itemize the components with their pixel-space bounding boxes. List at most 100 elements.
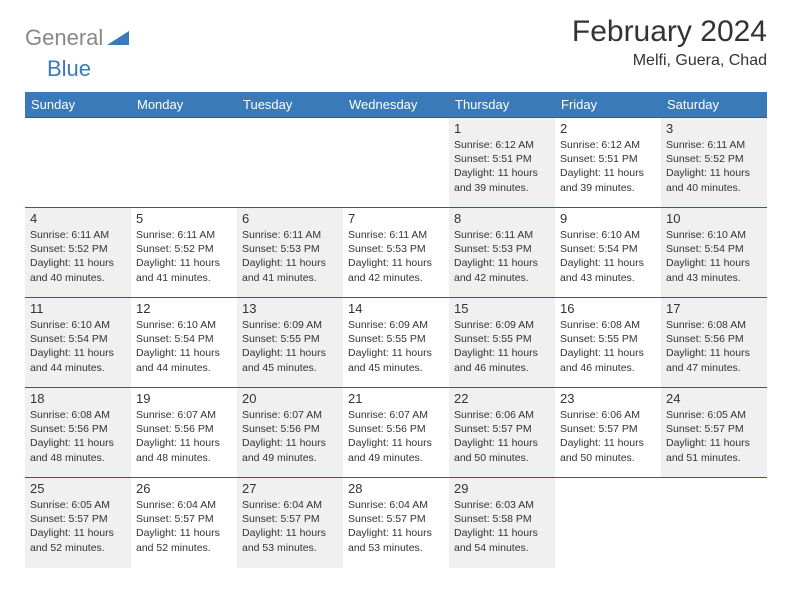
calendar-cell: 22 Sunrise: 6:06 AMSunset: 5:57 PMDayligh… xyxy=(449,388,555,478)
day-details: Sunrise: 6:06 AMSunset: 5:57 PMDaylight:… xyxy=(454,408,550,465)
day-number: 8 xyxy=(454,211,550,226)
calendar-cell xyxy=(343,118,449,208)
day-header: Thursday xyxy=(449,92,555,118)
calendar-cell: 5 Sunrise: 6:11 AMSunset: 5:52 PMDaylight… xyxy=(131,208,237,298)
day-number: 12 xyxy=(136,301,232,316)
day-header: Tuesday xyxy=(237,92,343,118)
day-number: 27 xyxy=(242,481,338,496)
day-details: Sunrise: 6:11 AMSunset: 5:53 PMDaylight:… xyxy=(242,228,338,285)
calendar-week-row: 1 Sunrise: 6:12 AMSunset: 5:51 PMDaylight… xyxy=(25,118,767,208)
day-header-row: SundayMondayTuesdayWednesdayThursdayFrid… xyxy=(25,92,767,118)
day-details: Sunrise: 6:04 AMSunset: 5:57 PMDaylight:… xyxy=(348,498,444,555)
day-details: Sunrise: 6:09 AMSunset: 5:55 PMDaylight:… xyxy=(454,318,550,375)
title-block: February 2024 Melfi, Guera, Chad xyxy=(572,15,767,70)
logo: General xyxy=(25,15,131,51)
day-number: 26 xyxy=(136,481,232,496)
calendar-week-row: 25 Sunrise: 6:05 AMSunset: 5:57 PMDayligh… xyxy=(25,478,767,568)
calendar-cell: 26 Sunrise: 6:04 AMSunset: 5:57 PMDayligh… xyxy=(131,478,237,568)
calendar-cell: 6 Sunrise: 6:11 AMSunset: 5:53 PMDaylight… xyxy=(237,208,343,298)
day-details: Sunrise: 6:08 AMSunset: 5:56 PMDaylight:… xyxy=(30,408,126,465)
day-header: Monday xyxy=(131,92,237,118)
day-header: Wednesday xyxy=(343,92,449,118)
day-number: 19 xyxy=(136,391,232,406)
day-details: Sunrise: 6:10 AMSunset: 5:54 PMDaylight:… xyxy=(560,228,656,285)
calendar-cell: 8 Sunrise: 6:11 AMSunset: 5:53 PMDaylight… xyxy=(449,208,555,298)
day-number: 15 xyxy=(454,301,550,316)
day-details: Sunrise: 6:07 AMSunset: 5:56 PMDaylight:… xyxy=(348,408,444,465)
day-details: Sunrise: 6:10 AMSunset: 5:54 PMDaylight:… xyxy=(136,318,232,375)
day-number: 21 xyxy=(348,391,444,406)
calendar-cell: 18 Sunrise: 6:08 AMSunset: 5:56 PMDayligh… xyxy=(25,388,131,478)
calendar-cell: 23 Sunrise: 6:06 AMSunset: 5:57 PMDayligh… xyxy=(555,388,661,478)
day-number: 25 xyxy=(30,481,126,496)
day-header: Saturday xyxy=(661,92,767,118)
calendar-cell: 17Sunrise: 6:08 AMSunset: 5:56 PMDayligh… xyxy=(661,298,767,388)
day-number: 6 xyxy=(242,211,338,226)
day-details: Sunrise: 6:09 AMSunset: 5:55 PMDaylight:… xyxy=(348,318,444,375)
day-details: Sunrise: 6:10 AMSunset: 5:54 PMDaylight:… xyxy=(666,228,762,285)
day-details: Sunrise: 6:11 AMSunset: 5:53 PMDaylight:… xyxy=(348,228,444,285)
day-number: 14 xyxy=(348,301,444,316)
logo-text-blue: Blue xyxy=(47,56,91,81)
day-details: Sunrise: 6:06 AMSunset: 5:57 PMDaylight:… xyxy=(560,408,656,465)
day-details: Sunrise: 6:12 AMSunset: 5:51 PMDaylight:… xyxy=(560,138,656,195)
day-number: 1 xyxy=(454,121,550,136)
calendar-cell xyxy=(555,478,661,568)
day-number: 11 xyxy=(30,301,126,316)
day-details: Sunrise: 6:05 AMSunset: 5:57 PMDaylight:… xyxy=(666,408,762,465)
calendar-cell: 9 Sunrise: 6:10 AMSunset: 5:54 PMDaylight… xyxy=(555,208,661,298)
day-details: Sunrise: 6:07 AMSunset: 5:56 PMDaylight:… xyxy=(136,408,232,465)
calendar-cell: 15 Sunrise: 6:09 AMSunset: 5:55 PMDayligh… xyxy=(449,298,555,388)
calendar-cell: 28 Sunrise: 6:04 AMSunset: 5:57 PMDayligh… xyxy=(343,478,449,568)
day-details: Sunrise: 6:08 AMSunset: 5:55 PMDaylight:… xyxy=(560,318,656,375)
calendar-cell: 4Sunrise: 6:11 AMSunset: 5:52 PMDaylight… xyxy=(25,208,131,298)
calendar-cell: 27 Sunrise: 6:04 AMSunset: 5:57 PMDayligh… xyxy=(237,478,343,568)
day-details: Sunrise: 6:11 AMSunset: 5:52 PMDaylight:… xyxy=(136,228,232,285)
day-number: 2 xyxy=(560,121,656,136)
calendar-cell xyxy=(661,478,767,568)
day-details: Sunrise: 6:03 AMSunset: 5:58 PMDaylight:… xyxy=(454,498,550,555)
day-number: 28 xyxy=(348,481,444,496)
day-number: 5 xyxy=(136,211,232,226)
calendar-week-row: 18 Sunrise: 6:08 AMSunset: 5:56 PMDayligh… xyxy=(25,388,767,478)
day-number: 29 xyxy=(454,481,550,496)
day-number: 22 xyxy=(454,391,550,406)
calendar-cell xyxy=(25,118,131,208)
day-details: Sunrise: 6:08 AMSunset: 5:56 PMDaylight:… xyxy=(666,318,762,375)
day-number: 10 xyxy=(666,211,762,226)
calendar-cell: 16Sunrise: 6:08 AMSunset: 5:55 PMDayligh… xyxy=(555,298,661,388)
calendar-cell: 2 Sunrise: 6:12 AMSunset: 5:51 PMDaylight… xyxy=(555,118,661,208)
day-details: Sunrise: 6:09 AMSunset: 5:55 PMDaylight:… xyxy=(242,318,338,375)
month-title: February 2024 xyxy=(572,15,767,49)
calendar-cell: 20Sunrise: 6:07 AMSunset: 5:56 PMDayligh… xyxy=(237,388,343,478)
logo-triangle-icon xyxy=(107,27,129,50)
calendar-week-row: 4Sunrise: 6:11 AMSunset: 5:52 PMDaylight… xyxy=(25,208,767,298)
day-number: 9 xyxy=(560,211,656,226)
day-number: 3 xyxy=(666,121,762,136)
calendar-cell: 29 Sunrise: 6:03 AMSunset: 5:58 PMDayligh… xyxy=(449,478,555,568)
day-details: Sunrise: 6:10 AMSunset: 5:54 PMDaylight:… xyxy=(30,318,126,375)
calendar-body: 1 Sunrise: 6:12 AMSunset: 5:51 PMDaylight… xyxy=(25,118,767,568)
calendar-cell: 1 Sunrise: 6:12 AMSunset: 5:51 PMDaylight… xyxy=(449,118,555,208)
day-details: Sunrise: 6:11 AMSunset: 5:52 PMDaylight:… xyxy=(666,138,762,195)
calendar-cell: 21 Sunrise: 6:07 AMSunset: 5:56 PMDayligh… xyxy=(343,388,449,478)
day-details: Sunrise: 6:05 AMSunset: 5:57 PMDaylight:… xyxy=(30,498,126,555)
day-details: Sunrise: 6:11 AMSunset: 5:53 PMDaylight:… xyxy=(454,228,550,285)
calendar-cell xyxy=(131,118,237,208)
calendar-cell: 7 Sunrise: 6:11 AMSunset: 5:53 PMDaylight… xyxy=(343,208,449,298)
day-header: Friday xyxy=(555,92,661,118)
day-number: 7 xyxy=(348,211,444,226)
day-details: Sunrise: 6:04 AMSunset: 5:57 PMDaylight:… xyxy=(242,498,338,555)
day-number: 24 xyxy=(666,391,762,406)
day-details: Sunrise: 6:04 AMSunset: 5:57 PMDaylight:… xyxy=(136,498,232,555)
day-number: 18 xyxy=(30,391,126,406)
day-details: Sunrise: 6:12 AMSunset: 5:51 PMDaylight:… xyxy=(454,138,550,195)
calendar-cell: 12 Sunrise: 6:10 AMSunset: 5:54 PMDayligh… xyxy=(131,298,237,388)
calendar-cell: 11 Sunrise: 6:10 AMSunset: 5:54 PMDayligh… xyxy=(25,298,131,388)
calendar-cell: 13 Sunrise: 6:09 AMSunset: 5:55 PMDayligh… xyxy=(237,298,343,388)
day-header: Sunday xyxy=(25,92,131,118)
logo-text-general: General xyxy=(25,25,103,51)
day-number: 13 xyxy=(242,301,338,316)
day-number: 23 xyxy=(560,391,656,406)
calendar-cell: 10 Sunrise: 6:10 AMSunset: 5:54 PMDayligh… xyxy=(661,208,767,298)
